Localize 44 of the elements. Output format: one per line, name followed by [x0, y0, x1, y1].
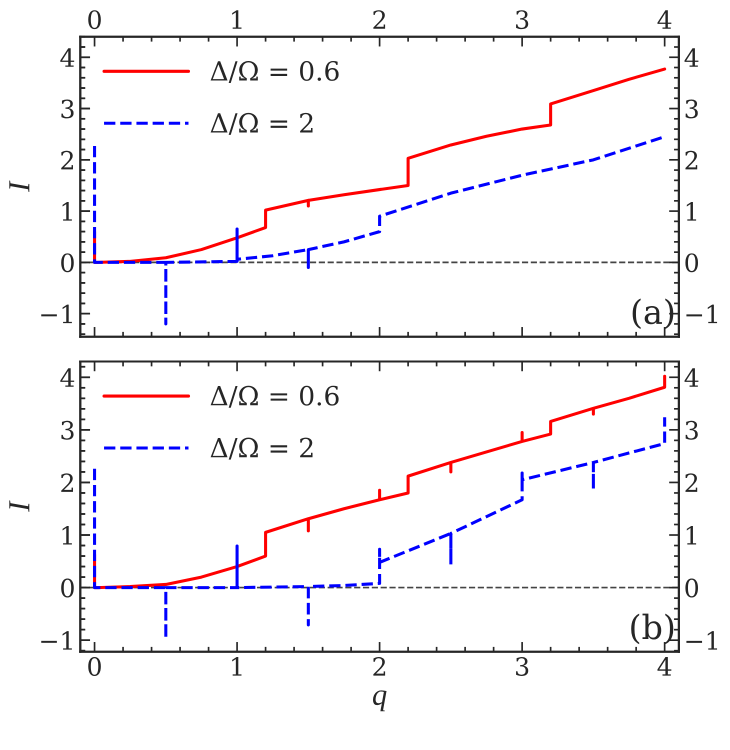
y-tick-label: 0	[61, 578, 74, 598]
x-tick-label: 3	[516, 10, 528, 30]
y-tick-label: −1	[41, 304, 72, 324]
y-tick-label: 0	[61, 253, 74, 272]
y-axis-title: I	[9, 180, 30, 192]
y2-tick-label: 2	[685, 473, 698, 492]
y2-tick-label: 4	[684, 48, 698, 67]
x-axis-title: q	[372, 690, 387, 712]
x-tick-label: 2	[373, 657, 386, 676]
annotation: (a)	[632, 298, 674, 330]
y-tick-label: 4	[60, 368, 74, 387]
y2-tick-label: 1	[686, 526, 696, 545]
y-tick-label: 3	[61, 99, 74, 118]
legend-label: Δ/Ω = 2	[210, 112, 313, 135]
y2-tick-label: 4	[684, 368, 698, 387]
x-tick-label: 3	[516, 657, 528, 676]
y-tick-label: 1	[62, 526, 72, 545]
y2-tick-label: −1	[686, 631, 718, 650]
y-axis-title: I	[9, 500, 30, 512]
y2-tick-label: −1	[686, 304, 718, 324]
x-tick-label: 2	[373, 10, 386, 29]
x-tick-label: 1	[232, 657, 242, 676]
y-tick-label: 3	[61, 420, 74, 440]
y-tick-label: 2	[61, 150, 73, 170]
legend-label: Δ/Ω = 0.6	[210, 386, 339, 408]
y2-tick-label: 3	[686, 420, 698, 440]
legend-label: Δ/Ω = 2	[210, 438, 313, 460]
y-tick-label: 2	[61, 473, 73, 492]
y-tick-label: 1	[62, 202, 72, 221]
y2-tick-label: 2	[685, 150, 698, 170]
y2-tick-label: 1	[686, 202, 696, 221]
x-tick-label: 4	[657, 657, 672, 676]
y-tick-label: 4	[60, 48, 74, 67]
y-tick-label: −1	[41, 631, 72, 650]
x-tick-label: 4	[657, 10, 672, 29]
line-series	[93, 374, 666, 590]
legend-label: Δ/Ω = 0.6	[210, 60, 339, 83]
x-tick-label: 0	[88, 657, 101, 676]
x-tick-label: 1	[232, 10, 242, 29]
y2-tick-label: 0	[685, 253, 698, 272]
y2-tick-label: 3	[686, 99, 698, 118]
annotation: (b)	[631, 614, 674, 644]
x-tick-label: 0	[88, 10, 101, 30]
y2-tick-label: 0	[685, 578, 698, 598]
